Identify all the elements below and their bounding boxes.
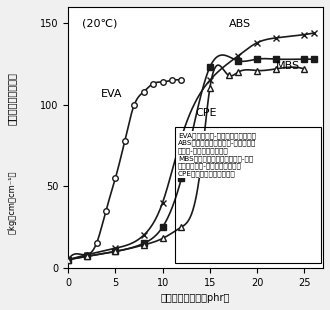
Text: （kg・cm・cm⁻¹）: （kg・cm・cm⁻¹）	[8, 171, 16, 234]
Text: EVA：エチレン-酢酸ビニル共重合体
ABS：アクリロニトリル-ブタジエン
　　　-スチレン共重合体
MBS：メタクリル酸エステル-ブタ
　　　ジエン-スチレン: EVA：エチレン-酢酸ビニル共重合体 ABS：アクリロニトリル-ブタジエン -ス…	[178, 132, 256, 177]
Bar	[175, 127, 320, 263]
Text: CPE: CPE	[196, 108, 217, 118]
X-axis label: 耐衝撃改質剤量（phr）: 耐衝撃改質剤量（phr）	[161, 293, 230, 303]
Text: アイゾット衝撃強度: アイゾット衝撃強度	[7, 72, 17, 125]
Text: EVA: EVA	[101, 89, 123, 99]
Text: ABS: ABS	[229, 19, 251, 29]
Text: (20℃): (20℃)	[82, 19, 118, 29]
Text: MBS: MBS	[276, 61, 300, 71]
